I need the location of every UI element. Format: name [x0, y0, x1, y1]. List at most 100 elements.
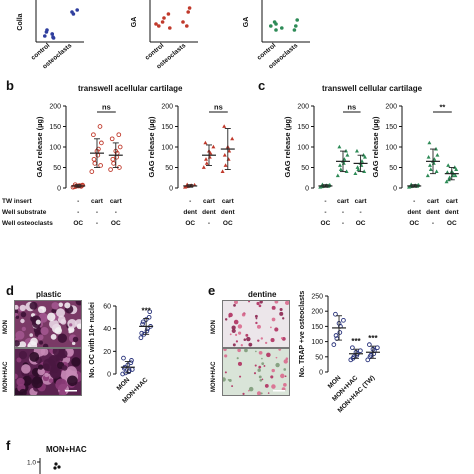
significance-label: *** [368, 334, 378, 343]
condition-label: cart [337, 198, 350, 205]
texture-cell [243, 338, 247, 341]
texture-cell [270, 375, 274, 379]
data-point [362, 155, 367, 159]
y-axis-label: No. TRAP +ve osteoclasts [299, 291, 306, 378]
data-point [353, 171, 358, 176]
texture-cell [223, 377, 226, 382]
texture-cell [254, 314, 258, 318]
data-point [454, 167, 459, 171]
data-point [367, 342, 372, 347]
texture-cell [39, 340, 44, 345]
data-point [129, 358, 134, 363]
condition-label: cart [222, 198, 235, 205]
data-point [294, 24, 298, 28]
condition-label: dent [202, 209, 217, 216]
texture-cell [228, 315, 231, 318]
texture-cell [278, 349, 282, 351]
texture-cell [238, 331, 242, 335]
chart-f: 1.0 [27, 458, 61, 474]
panel-a: Colla control osteoclasts GA control osteocla… [0, 0, 474, 71]
texture-cell [284, 301, 289, 306]
texture-cell [237, 361, 243, 366]
data-point [187, 6, 192, 10]
texture-cell [228, 379, 232, 382]
texture-cell [263, 365, 266, 367]
data-point [274, 28, 278, 32]
data-point [160, 20, 165, 24]
significance-label: ** [439, 103, 445, 112]
texture-cell [58, 389, 67, 395]
data-point [365, 357, 371, 363]
texture-cell [227, 379, 230, 381]
data-point [295, 18, 300, 22]
texture-cell [44, 372, 49, 378]
condition-label: OC [356, 220, 366, 227]
data-point [354, 148, 359, 153]
data-point [147, 309, 153, 315]
condition-label: - [77, 198, 79, 205]
texture-cell [18, 350, 28, 360]
y-tick-label: 100 [297, 145, 309, 152]
data-point [375, 345, 380, 351]
data-point [204, 157, 208, 161]
data-point [428, 163, 432, 167]
data-point [111, 161, 116, 166]
data-point [144, 328, 150, 334]
data-point [445, 170, 450, 174]
data-point [162, 16, 166, 20]
data-point [50, 32, 54, 36]
condition-label: - [115, 209, 117, 216]
condition-label: - [324, 209, 326, 216]
condition-label: OC [447, 220, 457, 227]
y-axis-label: No. OC with 10+ nuclei [89, 302, 96, 378]
texture-cell [271, 368, 275, 373]
texture-cell [259, 301, 263, 304]
significance-label: ns [102, 103, 111, 112]
condition-label: cart [203, 198, 216, 205]
texture-cell [58, 349, 68, 359]
texture-cell [71, 341, 76, 346]
texture-cell [255, 321, 258, 325]
y-tick-label: 50 [315, 354, 323, 361]
y-axis-label: GA [131, 17, 138, 28]
texture-cell [235, 340, 239, 343]
y-tick-label: 0 [57, 186, 61, 193]
micrograph-plastic-mon [14, 300, 82, 348]
data-point [98, 163, 103, 168]
data-point [345, 153, 350, 157]
scale-bar [65, 390, 77, 392]
micrograph-dentine-mon [222, 300, 290, 348]
texture-cell [264, 384, 269, 388]
data-point [157, 24, 161, 28]
condition-label: - [324, 198, 326, 205]
y-axis-label: Colla [17, 13, 24, 30]
data-point [99, 140, 104, 146]
data-point [344, 169, 349, 173]
significance-label: *** [351, 337, 361, 346]
y-axis-label: GAG release (µg) [283, 116, 292, 178]
y-axis-label: GA [243, 17, 250, 28]
texture-cell [16, 377, 25, 387]
texture-cell [282, 317, 285, 320]
micrograph-plastic-monhac [14, 348, 82, 396]
texture-cell [258, 365, 262, 369]
texture-cell [48, 378, 54, 383]
texture-cell [260, 337, 263, 340]
texture-cell [249, 344, 252, 347]
texture-cell [19, 304, 26, 312]
texture-cell [40, 349, 49, 356]
panel-c-title: transwell cellular cartilage [322, 84, 423, 93]
texture-cell [37, 334, 44, 341]
data-point [109, 136, 115, 142]
data-point [204, 161, 209, 165]
texture-cell [232, 343, 236, 347]
texture-cell [258, 375, 262, 379]
data-point [280, 26, 284, 30]
condition-label: dent [183, 209, 198, 216]
texture-cell [266, 352, 271, 358]
texture-cell [233, 303, 236, 307]
y-tick-label: 0 [319, 370, 323, 377]
data-point [89, 169, 95, 174]
